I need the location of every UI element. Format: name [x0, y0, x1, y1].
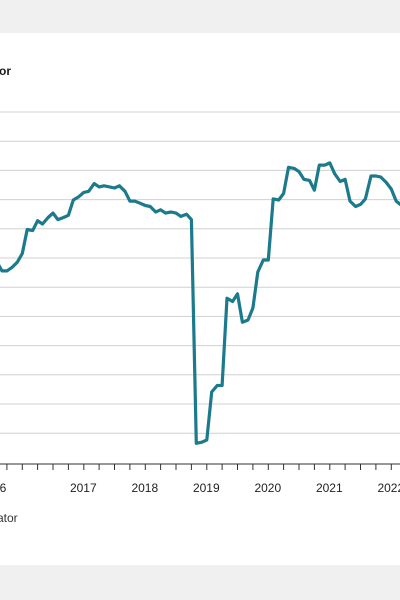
x-tick-label: 2018: [131, 481, 158, 495]
source-note: ator: [0, 511, 18, 525]
x-tick-labels: 6 2017 2018 2019 2020 2021 2022: [0, 481, 400, 495]
chart-card: [0, 33, 400, 565]
x-tick-label: 2021: [316, 481, 343, 495]
x-tick-label: 2019: [193, 481, 220, 495]
x-tick-label: 2020: [254, 481, 281, 495]
x-tick-label: 6: [0, 481, 7, 495]
chart-title: or: [0, 64, 11, 78]
x-tick-label: 2017: [70, 481, 97, 495]
gridlines: [0, 111, 400, 434]
series-line: [0, 161, 400, 445]
x-axis: [0, 463, 400, 470]
x-tick-label: 2022: [377, 481, 400, 495]
